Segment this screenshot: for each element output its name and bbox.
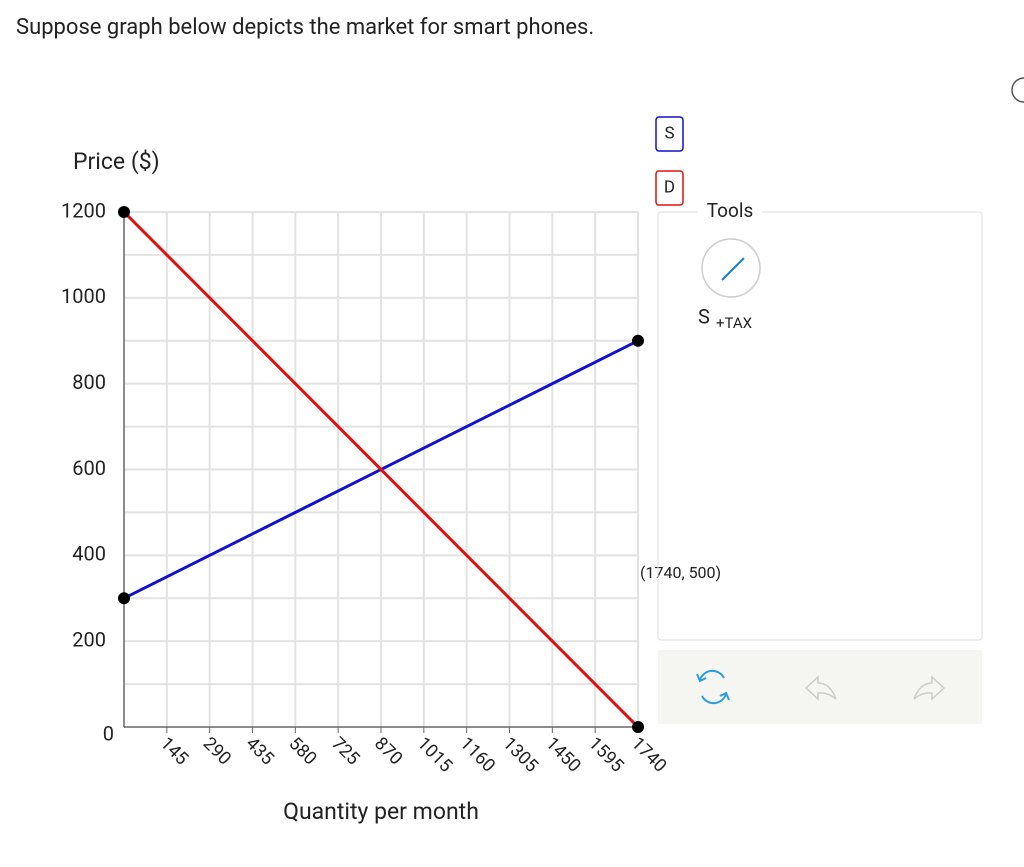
x-tick-label: 1450 bbox=[541, 733, 584, 776]
legend-box bbox=[655, 170, 684, 206]
tool-label: S bbox=[698, 304, 710, 328]
x-axis-label: Quantity per month bbox=[283, 798, 479, 825]
x-tick-label: 1015 bbox=[413, 733, 456, 776]
x-tick-label: 1160 bbox=[456, 733, 499, 776]
y-axis-label: Price ($) bbox=[73, 148, 160, 175]
tool-icon bbox=[721, 257, 745, 281]
y-tick-label: 600 bbox=[72, 456, 106, 480]
point bbox=[118, 592, 130, 605]
point bbox=[632, 334, 644, 347]
x-tick-label: 290 bbox=[199, 733, 235, 769]
legend-label: S bbox=[664, 123, 674, 143]
point bbox=[632, 721, 644, 733]
tools-title-bg bbox=[698, 202, 762, 222]
plot bbox=[118, 206, 644, 733]
y-tick-label: 1000 bbox=[61, 284, 106, 308]
undo-button[interactable] bbox=[804, 675, 837, 701]
x-tick-label: 1595 bbox=[584, 733, 627, 776]
point bbox=[118, 206, 130, 218]
toolbar bbox=[658, 650, 982, 724]
legend: SD bbox=[655, 116, 684, 206]
x-tick-label: 725 bbox=[327, 733, 363, 769]
legend-label: D bbox=[664, 177, 675, 197]
y-tick-label: 1200 bbox=[61, 198, 106, 222]
x-tick-label: 1740 bbox=[627, 733, 670, 776]
tool-button[interactable] bbox=[701, 238, 761, 298]
help-icon[interactable] bbox=[1011, 77, 1024, 103]
legend-box bbox=[655, 116, 684, 152]
x-tick-label: 435 bbox=[242, 733, 278, 769]
series-line bbox=[122, 210, 640, 729]
tools-panel bbox=[657, 211, 983, 641]
y-tick-label: 400 bbox=[72, 542, 106, 566]
y-tick-label: 0 bbox=[103, 721, 114, 745]
x-tick-label: 870 bbox=[370, 733, 406, 769]
annotation: (1740, 500) bbox=[640, 563, 721, 582]
y-tick-label: 200 bbox=[72, 627, 106, 651]
y-tick-label: 800 bbox=[72, 370, 106, 394]
x-tick-label: 580 bbox=[284, 733, 320, 769]
tool-subscript: +TAX bbox=[716, 314, 753, 332]
tools-title: Tools bbox=[707, 199, 754, 222]
redo-button[interactable] bbox=[913, 675, 946, 701]
x-tick-label: 1305 bbox=[499, 733, 542, 776]
x-tick-label: 145 bbox=[156, 733, 192, 769]
question: Suppose graph below depicts the market f… bbox=[16, 15, 594, 40]
reset-button[interactable] bbox=[696, 669, 730, 705]
